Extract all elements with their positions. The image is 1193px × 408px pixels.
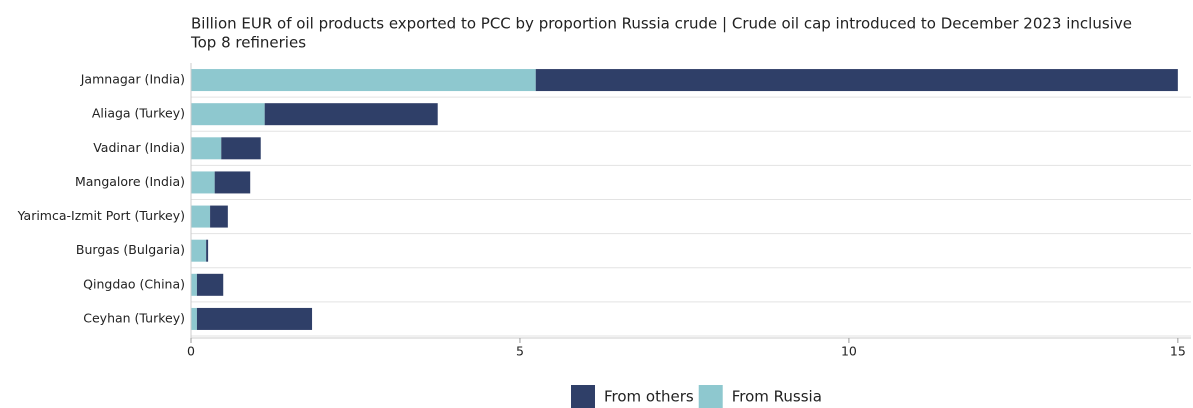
y-tick-label: Ceyhan (Turkey) [83, 310, 185, 325]
bar-segment [191, 103, 265, 126]
legend-label: From Russia [732, 388, 822, 406]
bar-segment [196, 307, 313, 330]
bar-segment [191, 69, 536, 92]
legend-label: From others [604, 388, 694, 406]
x-tick-label: 0 [187, 344, 195, 359]
chart-subtitle: Top 8 refineries [190, 34, 306, 52]
y-tick-label: Jamnagar (India) [80, 72, 185, 87]
y-tick-label: Burgas (Bulgaria) [76, 242, 185, 257]
bar-segment [191, 171, 215, 194]
x-tick-label: 5 [516, 344, 524, 359]
bar-segment [191, 205, 211, 228]
x-tick-label: 15 [1170, 344, 1186, 359]
bar-segment [206, 239, 209, 262]
bar-segment [221, 137, 261, 160]
bar-segment [535, 69, 1178, 92]
legend-swatch [571, 385, 595, 408]
bar-segment [191, 273, 197, 296]
y-tick-label: Yarimca-Izmit Port (Turkey) [17, 208, 185, 223]
bar-segment [264, 103, 438, 126]
bar-segment [210, 205, 228, 228]
chart-title: Billion EUR of oil products exported to … [191, 15, 1132, 33]
y-tick-label: Mangalore (India) [75, 174, 185, 189]
bar-segment [196, 273, 224, 296]
bar-segment [191, 239, 207, 262]
x-tick-label: 10 [841, 344, 857, 359]
legend-swatch [698, 385, 723, 408]
bar-segment [214, 171, 251, 194]
y-tick-label: Qingdao (China) [83, 276, 185, 291]
bar-segment [191, 307, 197, 330]
y-tick-label: Aliaga (Turkey) [92, 106, 185, 121]
bar-segment [191, 137, 222, 160]
y-tick-label: Vadinar (India) [93, 140, 185, 155]
